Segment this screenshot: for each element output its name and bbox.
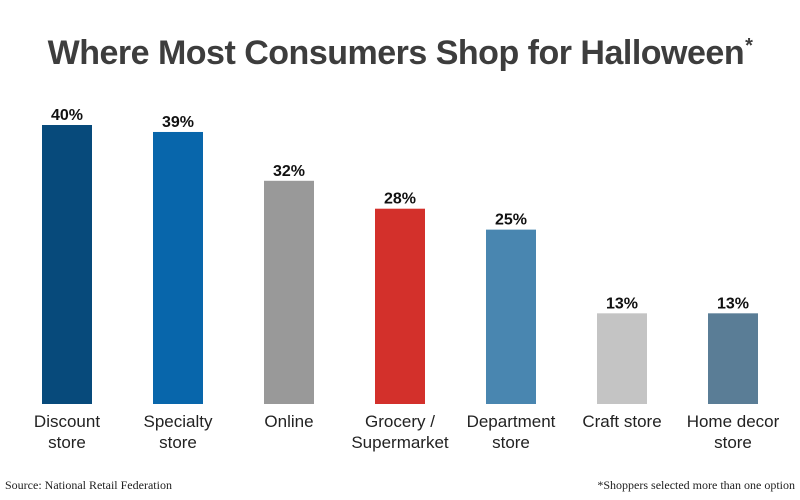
bar — [42, 125, 92, 404]
footnote: *Shoppers selected more than one option — [597, 478, 795, 492]
category-label: Grocery / — [365, 412, 435, 431]
category-label: store — [159, 433, 197, 452]
title-text: Where Most Consumers Shop for Halloween — [47, 34, 745, 72]
data-label: 32% — [273, 163, 305, 180]
chart-title: Where Most Consumers Shop for Halloween* — [0, 34, 800, 73]
bar — [708, 313, 758, 404]
category-label: store — [492, 433, 530, 452]
category-label: Online — [264, 412, 313, 431]
bar — [153, 131, 203, 404]
data-label: 39% — [162, 114, 194, 131]
category-label: Discount — [34, 412, 100, 431]
category-label: store — [48, 433, 86, 452]
bar — [486, 229, 536, 404]
bar — [597, 313, 647, 404]
data-label: 13% — [606, 295, 638, 312]
category-label: Specialty — [144, 412, 213, 431]
bar — [264, 180, 314, 404]
bar — [375, 208, 425, 404]
category-label: Supermarket — [351, 433, 449, 452]
data-label: 25% — [495, 212, 527, 229]
title-footnote-mark: * — [745, 34, 753, 57]
data-label: 40% — [51, 107, 83, 124]
data-label: 13% — [717, 295, 749, 312]
source-note: Source: National Retail Federation — [5, 478, 172, 492]
category-label: Department — [467, 412, 556, 431]
category-label: Craft store — [582, 412, 661, 431]
category-label: Home decor — [687, 412, 780, 431]
data-label: 28% — [384, 191, 416, 208]
category-label: store — [714, 433, 752, 452]
